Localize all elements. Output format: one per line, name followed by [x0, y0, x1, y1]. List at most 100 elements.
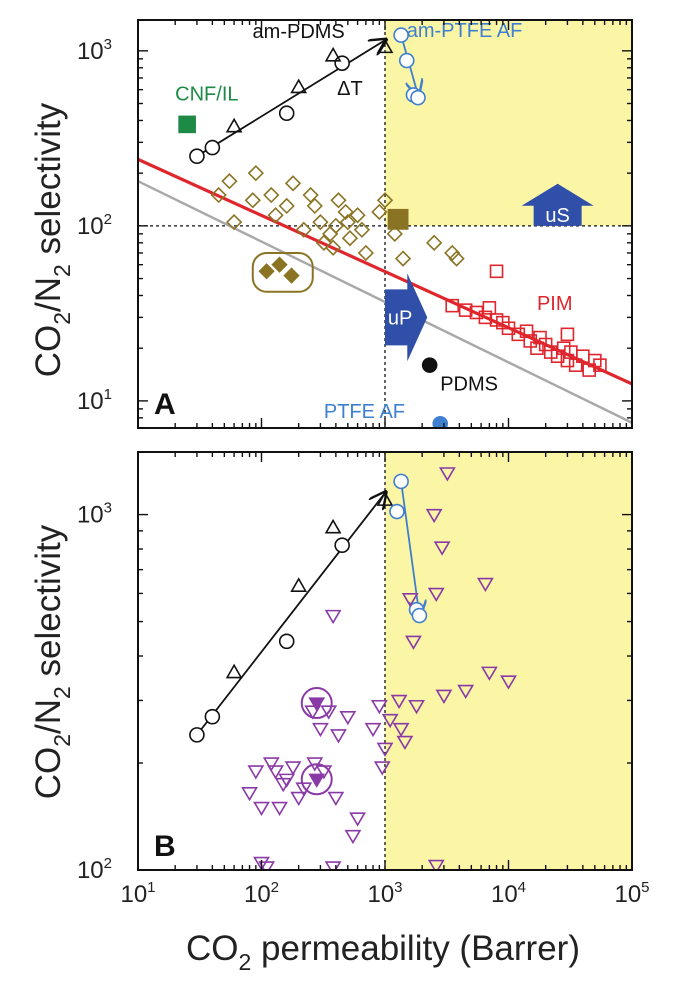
data-point: [267, 765, 284, 780]
data-point: [290, 78, 308, 94]
data-point: [244, 192, 261, 209]
data-point: [324, 609, 342, 625]
data-point: [398, 52, 415, 69]
data-point: [389, 503, 405, 520]
data-point: [283, 267, 300, 284]
data-point: [225, 663, 243, 679]
data-point: [560, 327, 575, 342]
data-point: [189, 148, 205, 165]
data-point: [593, 358, 607, 372]
trend-arrow: [196, 40, 385, 157]
data-point: [480, 666, 498, 681]
data-point: [519, 324, 534, 339]
data-point: [295, 782, 313, 797]
data-point: [393, 473, 409, 490]
data-point: [376, 742, 394, 757]
data-point: [458, 303, 473, 317]
data-point: [435, 689, 453, 704]
data-point: [330, 192, 347, 209]
panel-a: uS uP am-PDMS am-PTFE AF ΔT CNF/IL PIM PDMS PTFE…: [77, 19, 633, 429]
data-point: [178, 115, 196, 134]
highlight-region: [385, 452, 632, 870]
data-point: [306, 197, 323, 215]
data-point: [344, 829, 362, 845]
data-point: [253, 856, 270, 870]
data-point: [315, 765, 333, 780]
data-point: [357, 244, 375, 262]
annotation: CNF/IL: [175, 84, 238, 106]
data-point: [543, 345, 558, 359]
data-point: [284, 175, 302, 192]
data-point: [339, 710, 357, 726]
data-point: [315, 234, 333, 251]
data-point: [445, 298, 459, 313]
data-point: [433, 541, 451, 556]
data-point: [425, 508, 443, 524]
data-point: [386, 225, 403, 242]
data-point: [392, 722, 410, 738]
data-point: [349, 812, 367, 827]
panel-plot-area: uS uP am-PDMS am-PTFE AF ΔT CNF/IL PIM PDMS PTFE…: [138, 20, 632, 428]
y-tick-label: 103: [77, 500, 112, 529]
data-point: [457, 684, 475, 700]
us-arrow: [521, 183, 594, 226]
annotation: PIM: [537, 293, 573, 315]
data-point: [312, 722, 329, 738]
data-point: [225, 214, 243, 231]
data-point: [353, 221, 371, 238]
data-point: [204, 708, 221, 725]
data-point: [327, 217, 344, 234]
data-point: [324, 518, 342, 534]
up-arrow: [385, 273, 428, 362]
data-point: [530, 341, 544, 355]
data-point: [427, 859, 445, 870]
annotation: PDMS: [440, 373, 498, 395]
annotation: ΔT: [337, 78, 363, 100]
data-point: [312, 214, 329, 231]
data-point: [322, 225, 339, 242]
panel-letter: B: [154, 830, 176, 863]
data-point: [339, 214, 356, 231]
data-point: [295, 221, 312, 238]
data-point: [308, 773, 326, 788]
data-point: [278, 773, 296, 788]
data-point: [247, 765, 265, 780]
data-point: [308, 697, 326, 712]
data-point: [396, 735, 414, 751]
data-point: [225, 117, 243, 133]
data-point: [320, 705, 338, 720]
data-point: [538, 337, 553, 352]
group-outline: [251, 251, 314, 293]
highlight-region: [385, 20, 632, 226]
data-point: [267, 207, 284, 224]
data-point: [204, 139, 221, 156]
y-tick-label: 101: [77, 386, 112, 415]
data-point: [221, 173, 238, 190]
data-point: [427, 587, 445, 603]
data-point: [304, 705, 322, 720]
data-point: [253, 801, 270, 816]
data-point: [560, 353, 575, 368]
x-tick-label: 102: [244, 879, 279, 908]
data-point: [478, 310, 493, 325]
data-point: [210, 186, 227, 204]
data-point: [411, 607, 428, 624]
data-point: [290, 577, 308, 592]
data-point: [390, 694, 408, 710]
data-point: [189, 727, 205, 743]
us-arrow-label: uS: [545, 205, 569, 227]
data-point: [337, 203, 354, 221]
data-point: [393, 27, 409, 43]
data-point: [278, 633, 295, 650]
up-arrow-label: uP: [388, 307, 412, 329]
data-point: [330, 729, 347, 744]
data-point: [482, 301, 497, 315]
y-axis-title-a: CO2/N2 selectivity: [29, 102, 75, 377]
y-tick-label: 103: [77, 36, 112, 65]
y-axis-title-b: CO2/N2 selectivity: [29, 524, 75, 799]
data-point: [278, 197, 295, 215]
data-point: [271, 801, 288, 816]
x-tick-label: 104: [491, 879, 526, 908]
data-point: [489, 264, 504, 279]
data-point: [370, 699, 388, 715]
